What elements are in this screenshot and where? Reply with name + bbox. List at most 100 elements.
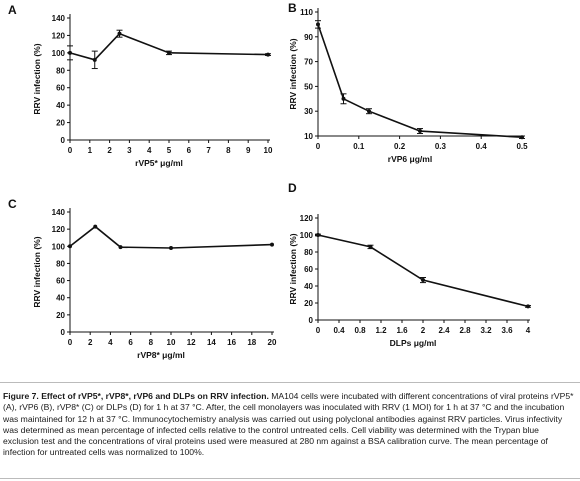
x-tick-label: 20 [268,338,277,347]
data-point [68,50,72,55]
x-tick-label: 4 [108,338,113,347]
figure-caption: Figure 7. Effect of rVP5*, rVP8*, rVP6 a… [3,391,577,459]
x-tick-label: 6 [187,146,192,155]
series-line [317,234,529,308]
x-tick-label: 0 [68,146,73,155]
y-tick-label: 60 [56,84,65,93]
data-point [92,57,97,62]
x-tick-label: 5 [167,146,172,155]
x-tick-label: 18 [247,338,256,347]
y-tick-label: 90 [304,33,313,42]
y-tick-label: 140 [52,208,66,217]
x-tick-label: 0.4 [476,142,488,151]
x-axis-title: DLPs μg/ml [390,338,437,348]
x-tick-label: 2.4 [438,326,450,335]
x-tick-label: 3 [127,146,132,155]
y-tick-label: 120 [300,214,314,223]
y-tick-label: 20 [56,119,65,128]
y-tick-label: 50 [304,82,313,91]
y-tick-label: 140 [52,14,66,23]
y-tick-label: 120 [52,31,66,40]
data-point [526,304,530,309]
x-axis-title: rVP5* μg/ml [135,158,183,168]
panel-letter: A [8,3,17,17]
data-point [367,109,371,114]
y-axis-title: RRV infection (%) [288,233,298,304]
y-tick-label: 0 [309,316,314,325]
series-line [69,32,269,61]
data-point [421,278,425,283]
y-axis-title: RRV infection (%) [288,38,298,109]
y-tick-label: 70 [304,58,313,67]
x-tick-label: 9 [246,146,251,155]
y-tick-label: 100 [52,49,66,58]
y-tick-label: 0 [61,136,66,145]
caption-title: Figure 7. Effect of rVP5*, rVP8*, rVP6 a… [3,391,269,401]
x-tick-label: 2 [107,146,112,155]
y-axis-title: RRV infection (%) [32,43,42,114]
y-tick-label: 40 [304,282,313,291]
data-point [266,52,270,57]
x-tick-label: 16 [227,338,236,347]
figure-panels: A 0 20 40 60 80 100 120 140 0 1 2 3 4 5 6 7 8 9 10 rVP5* μg/… [8,1,531,360]
x-tick-label: 0 [316,326,321,335]
y-tick-label: 40 [56,294,65,303]
y-tick-label: 40 [56,101,65,110]
x-axis-title: rVP6 μg/ml [388,154,432,164]
x-tick-label: 0.8 [354,326,366,335]
panel-letter: D [288,181,297,195]
x-tick-label: 3.6 [501,326,513,335]
y-tick-label: 30 [304,107,313,116]
data-point [270,242,274,247]
y-tick-label: 80 [56,259,65,268]
chart-panel-c: C 0 20 40 60 80 100 120 140 0 2 4 6 8 10 12 14 16 18 20 rVP8… [8,197,277,360]
x-tick-label: 2.8 [459,326,471,335]
data-point [169,246,173,250]
x-tick-label: 0.3 [435,142,447,151]
y-tick-label: 0 [61,328,66,337]
panel-letter: C [8,197,17,211]
data-point [418,129,422,134]
x-tick-label: 0.1 [353,142,365,151]
data-point [117,31,122,36]
data-point [167,50,171,55]
y-axis-title: RRV infection (%) [32,236,42,307]
x-tick-label: 10 [167,338,176,347]
panel-letter: B [288,1,297,15]
x-tick-label: 0.4 [333,326,345,335]
x-tick-label: 1.6 [396,326,408,335]
y-tick-label: 80 [304,248,313,257]
x-tick-label: 6 [128,338,133,347]
y-tick-label: 110 [300,8,313,17]
x-tick-label: 4 [526,326,531,335]
caption-body: MA104 cells were incubated with differen… [3,391,574,458]
x-tick-label: 12 [187,338,196,347]
y-tick-label: 10 [304,132,313,141]
x-tick-label: 10 [264,146,273,155]
y-tick-label: 20 [304,299,313,308]
x-tick-label: 1.2 [375,326,387,335]
y-tick-label: 100 [300,231,314,240]
x-tick-label: 4 [147,146,152,155]
caption-divider-top [0,382,580,383]
y-tick-label: 120 [52,225,66,234]
data-point [68,244,72,249]
x-tick-label: 0 [68,338,73,347]
data-point [93,224,98,229]
data-point [341,96,346,101]
data-point [118,245,123,250]
x-tick-label: 1 [88,146,93,155]
data-point [368,244,373,249]
series-line [69,225,273,249]
chart-panel-d: D 0 20 40 60 80 100 120 0 0.4 0.8 1.2 1.6 2 2.4 2.8 3.2 3… [288,181,531,348]
x-tick-label: 8 [226,146,231,155]
data-point [316,22,320,27]
x-tick-label: 8 [149,338,154,347]
y-tick-label: 60 [56,277,65,286]
x-tick-label: 14 [207,338,216,347]
x-tick-label: 2 [88,338,93,347]
x-tick-label: 3.2 [480,326,492,335]
y-tick-label: 80 [56,66,65,75]
y-tick-label: 60 [304,265,313,274]
